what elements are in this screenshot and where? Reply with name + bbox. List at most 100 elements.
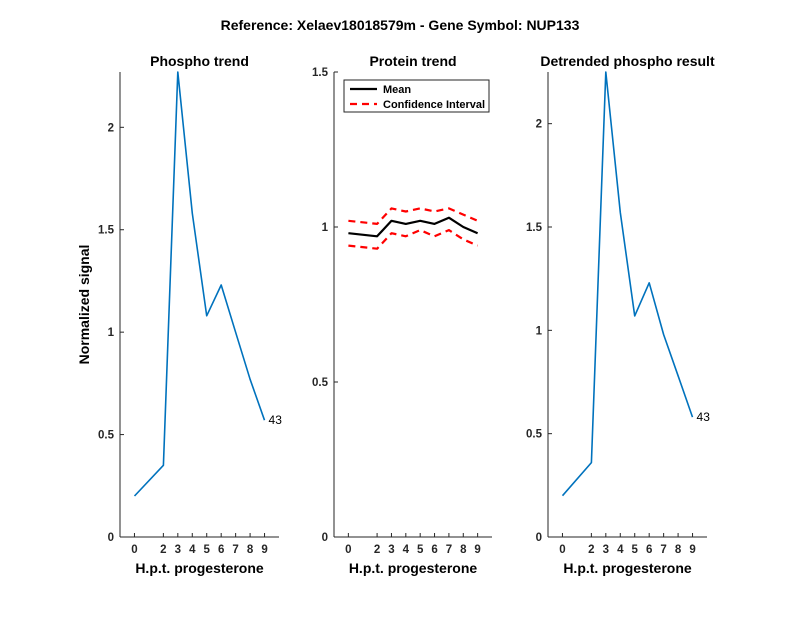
phospho-series-0-point bbox=[133, 495, 136, 498]
protein-title: Protein trend bbox=[369, 53, 456, 69]
protein-xtick-label: 8 bbox=[460, 544, 467, 556]
phospho-xtick-label: 4 bbox=[189, 544, 196, 556]
protein-xtick-label: 5 bbox=[417, 544, 424, 556]
protein-series-2-point bbox=[404, 235, 407, 238]
phospho-xtick-label: 2 bbox=[160, 544, 166, 556]
phospho-xtick-label: 3 bbox=[175, 544, 181, 556]
detrended-ytick-label: 1.5 bbox=[526, 222, 543, 234]
protein-xtick-label: 4 bbox=[403, 544, 410, 556]
phospho-series-line-0 bbox=[133, 71, 266, 497]
protein-series-2-point bbox=[376, 247, 379, 250]
detrended-series-0-point bbox=[619, 211, 622, 214]
detrended-xtick-label: 5 bbox=[632, 544, 639, 556]
phospho-series-0-point bbox=[249, 378, 252, 381]
detrended-series-0-point bbox=[691, 416, 694, 419]
detrended-series-0-point bbox=[662, 333, 665, 336]
protein-series-0-point bbox=[376, 235, 379, 238]
protein-ytick-label: 0.5 bbox=[312, 377, 329, 389]
protein-series-1-point bbox=[390, 207, 393, 210]
protein-legend-label: Confidence Interval bbox=[383, 99, 485, 111]
detrended-ytick-label: 1 bbox=[536, 325, 543, 337]
protein-ytick-label: 1 bbox=[322, 222, 329, 234]
detrended-xlabel: H.p.t. progesterone bbox=[563, 560, 692, 576]
protein-series-2-point bbox=[447, 229, 450, 232]
protein-ytick-label: 1.5 bbox=[312, 67, 329, 79]
protein-legend-box bbox=[343, 79, 490, 113]
protein-series-line-2 bbox=[348, 229, 479, 250]
phospho-xtick-label: 8 bbox=[247, 544, 254, 556]
detrended-title: Detrended phospho result bbox=[540, 53, 715, 69]
protein-series-2-point bbox=[462, 238, 465, 241]
phospho-point-annotation: 43 bbox=[269, 413, 283, 427]
phospho-xtick-label: 7 bbox=[232, 544, 238, 556]
protein-xtick-label: 0 bbox=[345, 544, 351, 556]
protein-series-2-point bbox=[419, 229, 422, 232]
protein-xtick-label: 7 bbox=[446, 544, 452, 556]
protein-series-0-point bbox=[404, 222, 407, 225]
detrended-ytick-label: 0 bbox=[536, 532, 542, 544]
detrended-series-line-0 bbox=[561, 71, 694, 497]
phospho-ytick-label: 1 bbox=[108, 327, 115, 339]
detrended-ytick-label: 0.5 bbox=[526, 429, 543, 441]
protein-series-1-point bbox=[419, 207, 422, 210]
phospho-ytick-label: 0.5 bbox=[98, 430, 115, 442]
protein-xtick-label: 9 bbox=[474, 544, 480, 556]
protein-ytick-label: 0 bbox=[322, 532, 328, 544]
phospho-ytick-label: 1.5 bbox=[98, 225, 115, 237]
phospho-series-0-point bbox=[263, 419, 266, 422]
phospho-xtick-label: 9 bbox=[261, 544, 267, 556]
protein-xtick-label: 2 bbox=[374, 544, 380, 556]
phospho-ytick-label: 2 bbox=[108, 122, 114, 134]
protein-xlabel: H.p.t. progesterone bbox=[349, 560, 478, 576]
phospho-ytick-label: 0 bbox=[108, 532, 114, 544]
detrended-xtick-label: 6 bbox=[646, 544, 652, 556]
protein-series-1-point bbox=[404, 210, 407, 213]
phospho-series-0-point bbox=[205, 314, 208, 317]
phospho-series-0-point bbox=[162, 464, 165, 467]
detrended-series-0-point bbox=[590, 461, 593, 464]
phospho-series-0-point bbox=[191, 212, 194, 215]
protein-series-2-point bbox=[347, 244, 350, 247]
protein-series-2-point bbox=[390, 232, 393, 235]
protein-xtick-label: 6 bbox=[431, 544, 437, 556]
detrended-series-0-point bbox=[604, 71, 607, 74]
phospho-ylabel: Normalized signal bbox=[76, 245, 92, 365]
protein-series-1-point bbox=[433, 210, 436, 213]
protein-series-0-point bbox=[419, 219, 422, 222]
phospho-title: Phospho trend bbox=[150, 53, 249, 69]
phospho-series-0-point bbox=[176, 71, 179, 74]
detrended-xtick-label: 9 bbox=[689, 544, 695, 556]
detrended-series-0-point bbox=[648, 281, 651, 284]
detrended-ytick-label: 2 bbox=[536, 119, 542, 131]
detrended-xtick-label: 4 bbox=[617, 544, 624, 556]
detrended-series-0-point bbox=[561, 494, 564, 497]
detrended-xtick-label: 0 bbox=[559, 544, 565, 556]
protein-series-1-point bbox=[447, 207, 450, 210]
detrended-xtick-label: 2 bbox=[588, 544, 594, 556]
protein-series-1-point bbox=[476, 219, 479, 222]
phospho-xtick-label: 6 bbox=[218, 544, 224, 556]
protein-series-0-point bbox=[462, 226, 465, 229]
protein-plot: 0 2 3 4 5 6 7 8 9 0 0.5 1 1.5 Protein trend H.p.t. pro… bbox=[312, 53, 492, 576]
phospho-xlabel: H.p.t. progesterone bbox=[135, 560, 264, 576]
protein-xtick-label: 3 bbox=[388, 544, 394, 556]
protein-series-2-point bbox=[433, 235, 436, 238]
detrended-xtick-label: 7 bbox=[660, 544, 666, 556]
detrended-xtick-label: 8 bbox=[675, 544, 682, 556]
phospho-series-0-point bbox=[234, 331, 237, 334]
protein-series-1-point bbox=[347, 219, 350, 222]
phospho-xtick-label: 0 bbox=[131, 544, 137, 556]
protein-series-0-point bbox=[476, 232, 479, 235]
protein-series-1-point bbox=[376, 222, 379, 225]
protein-series-line-0 bbox=[348, 216, 479, 238]
protein-series-0-point bbox=[390, 219, 393, 222]
protein-series-0-point bbox=[447, 216, 450, 219]
phospho-xtick-label: 5 bbox=[204, 544, 211, 556]
figure-suptitle: Reference: Xelaev18018579m - Gene Symbol… bbox=[221, 17, 580, 33]
protein-series-0-point bbox=[433, 222, 436, 225]
protein-series-2-point bbox=[476, 244, 479, 247]
